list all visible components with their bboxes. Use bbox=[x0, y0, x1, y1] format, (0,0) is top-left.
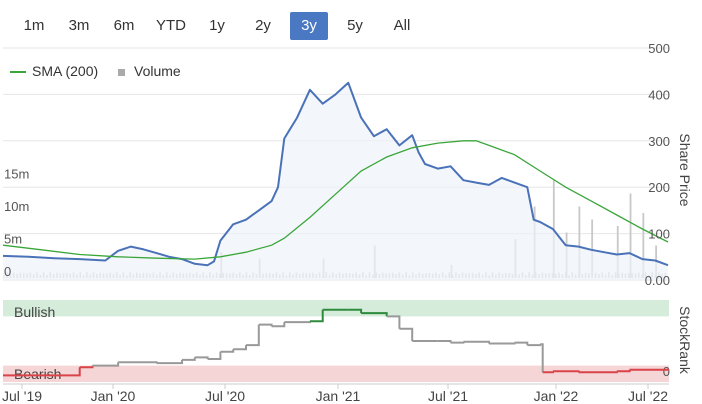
x-tick-label: Jul '22 bbox=[628, 388, 668, 404]
stockrank-segment bbox=[207, 351, 222, 360]
volume-spike bbox=[578, 206, 581, 278]
stockrank-segment bbox=[246, 324, 260, 347]
stockrank-segment bbox=[399, 327, 414, 341]
price-y-axis: 0.00 100 200 300 400 500 bbox=[645, 41, 670, 288]
date-x-axis: Jul '19 Jan '20 Jul '20 Jan '21 Jul '21 Jan '… bbox=[2, 383, 669, 404]
legend-sma-label[interactable]: SMA (200) bbox=[32, 63, 99, 79]
stockrank-segment bbox=[629, 368, 669, 371]
range-button-3y[interactable]: 3y bbox=[290, 12, 328, 40]
sma-line-icon bbox=[10, 71, 26, 73]
stockrank-segment bbox=[258, 323, 273, 327]
stockrank-segment bbox=[194, 356, 209, 359]
stockrank-segment bbox=[552, 370, 580, 373]
sma-series bbox=[2, 140, 669, 260]
volume-square-icon bbox=[118, 69, 125, 76]
price-series bbox=[2, 81, 669, 280]
stockrank-segment bbox=[284, 321, 311, 324]
stockrank-segment bbox=[542, 371, 554, 374]
legend-volume-label[interactable]: Volume bbox=[134, 63, 181, 79]
bearish-band-label: Bearish bbox=[14, 366, 61, 382]
x-tick-label: Jan '22 bbox=[534, 388, 579, 404]
x-tick-label: Jan '21 bbox=[316, 388, 361, 404]
range-button-5y[interactable]: 5y bbox=[347, 17, 363, 34]
stockrank-segment bbox=[92, 362, 120, 367]
x-tick-label: Jul '20 bbox=[205, 388, 245, 404]
range-button-1y[interactable]: 1y bbox=[209, 17, 225, 34]
stockrank-segment bbox=[527, 344, 542, 347]
price-tick-label: 400 bbox=[648, 87, 670, 102]
price-area bbox=[3, 82, 668, 280]
bearish-band bbox=[3, 365, 669, 382]
volume-tick-label: 0 bbox=[4, 264, 11, 279]
stockrank-segment bbox=[450, 341, 465, 344]
stockrank-segment bbox=[386, 315, 401, 329]
sma-line bbox=[2, 140, 669, 260]
stockrank-segment bbox=[540, 343, 544, 373]
range-button-ytd[interactable]: YTD bbox=[156, 17, 186, 34]
bullish-band bbox=[3, 300, 669, 317]
stockrank-segment bbox=[118, 361, 158, 364]
stockrank-segment bbox=[463, 340, 490, 344]
price-tick-label: 300 bbox=[648, 134, 670, 149]
stockrank-segment bbox=[182, 357, 196, 361]
x-tick-label: Jul '19 bbox=[2, 388, 42, 404]
stockrank-segment bbox=[233, 345, 247, 351]
share-price-axis-title: Share Price bbox=[677, 133, 693, 206]
price-tick-label: 500 bbox=[648, 41, 670, 56]
volume-spike bbox=[616, 226, 619, 278]
stockrank-segment bbox=[361, 312, 388, 317]
stockrank-segment bbox=[271, 322, 286, 328]
bullish-band-label: Bullish bbox=[14, 304, 55, 320]
volume-spike bbox=[629, 193, 632, 278]
stockrank-segment bbox=[437, 340, 452, 343]
stockrank-segment bbox=[220, 349, 235, 353]
stockrank-segment bbox=[156, 359, 183, 365]
x-tick-label: Jan '20 bbox=[91, 388, 136, 404]
range-button-1m[interactable]: 1m bbox=[23, 17, 45, 34]
volume-spike bbox=[642, 213, 645, 278]
price-tick-label: 0.00 bbox=[645, 273, 670, 288]
rank-tick-label: 0 bbox=[663, 364, 670, 379]
stockrank-segment bbox=[348, 308, 363, 314]
price-tick-label: 200 bbox=[648, 180, 670, 195]
stockrank-segment bbox=[309, 309, 324, 323]
volume-tick-label: 15m bbox=[4, 167, 29, 182]
stockrank-segment bbox=[54, 367, 81, 377]
range-button-3m[interactable]: 3m bbox=[68, 17, 90, 34]
stockrank-panel: Bullish Bearish 0 bbox=[3, 300, 670, 382]
price-line bbox=[2, 81, 669, 267]
stockrank-axis-title: StockRank bbox=[677, 306, 693, 375]
volume-tick-label: 10m bbox=[4, 199, 29, 214]
price-tick-label: 100 bbox=[648, 227, 670, 242]
volume-y-axis: 0 5m 10m 15m bbox=[4, 167, 29, 280]
range-button-2y[interactable]: 2y bbox=[255, 17, 271, 34]
volume-tick-label: 5m bbox=[4, 232, 22, 247]
range-button-all[interactable]: All bbox=[393, 17, 411, 34]
x-tick-label: Jul '21 bbox=[428, 388, 468, 404]
range-selector: 1m 3m 6m YTD 1y 2y 3y 5y All bbox=[0, 12, 460, 40]
range-button-6m[interactable]: 6m bbox=[113, 17, 135, 34]
stockrank-segment bbox=[578, 371, 618, 374]
volume-spike bbox=[591, 219, 594, 278]
stockrank-segment bbox=[514, 341, 529, 346]
stockrank-segment bbox=[489, 342, 516, 345]
